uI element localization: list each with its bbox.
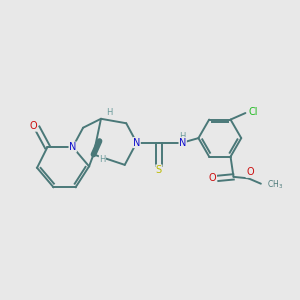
Text: O: O	[209, 173, 217, 183]
Text: H: H	[99, 155, 106, 164]
Text: O: O	[30, 121, 37, 131]
Text: CH$_3$: CH$_3$	[267, 179, 284, 191]
Text: H: H	[179, 132, 186, 141]
Text: N: N	[69, 142, 76, 152]
Text: O: O	[246, 167, 254, 177]
Text: N: N	[179, 138, 186, 148]
Text: Cl: Cl	[248, 107, 258, 117]
Text: H: H	[106, 108, 112, 117]
Text: N: N	[133, 138, 140, 148]
Text: S: S	[156, 165, 162, 175]
